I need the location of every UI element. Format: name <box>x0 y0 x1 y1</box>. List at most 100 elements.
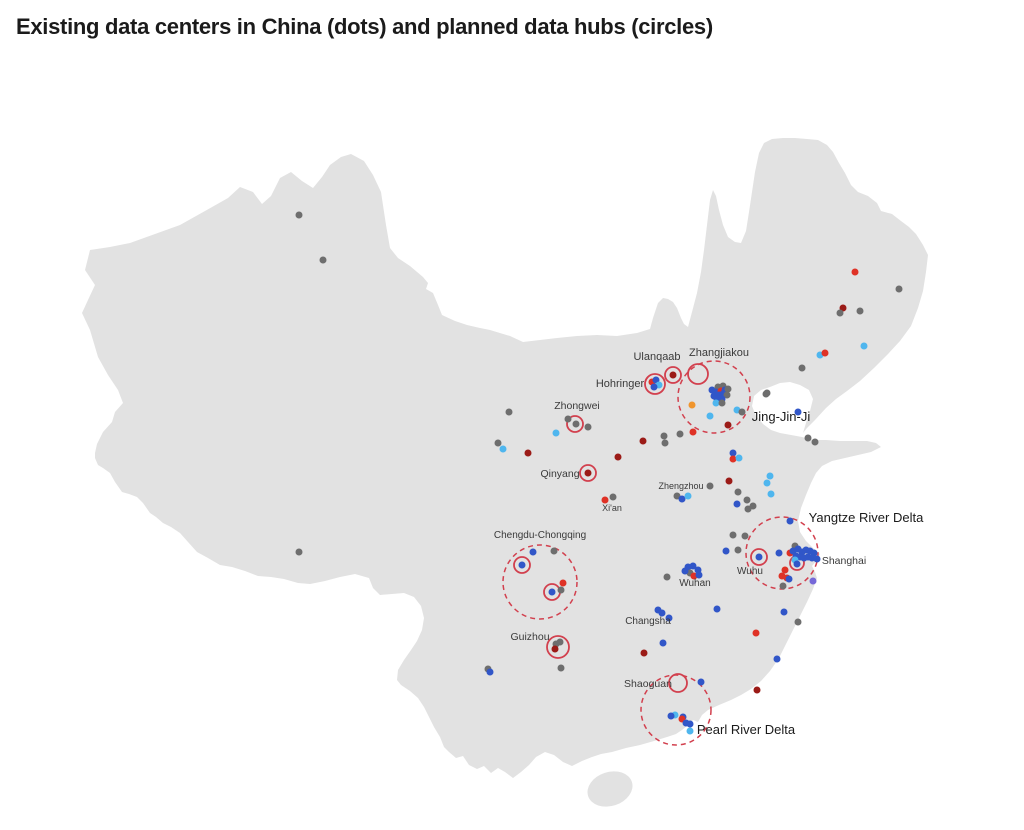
data-center-dot <box>763 479 771 487</box>
data-center-dot <box>295 211 303 219</box>
hainan-island-shape <box>587 771 633 807</box>
data-center-dot <box>735 454 743 462</box>
map-label: Qinyang <box>540 468 579 480</box>
data-center-dot <box>658 609 666 617</box>
data-center-dot <box>639 437 647 445</box>
data-center-dot <box>766 472 774 480</box>
data-center-dot <box>718 399 726 407</box>
china-mainland-shape <box>82 138 928 778</box>
map-label: Ulanqaab <box>633 351 680 363</box>
map-label: Pearl River Delta <box>697 722 796 737</box>
data-center-dot <box>601 496 609 504</box>
data-center-dot <box>678 495 686 503</box>
data-center-dot <box>753 686 761 694</box>
map-label: Jing-Jin-Ji <box>752 409 811 424</box>
data-center-dot <box>809 577 817 585</box>
data-center-dot <box>804 434 812 442</box>
data-centers-layer <box>295 211 903 735</box>
data-center-dot <box>811 438 819 446</box>
data-center-dot <box>785 575 793 583</box>
data-center-dot <box>725 477 733 485</box>
data-center-dot <box>499 445 507 453</box>
data-center-dot <box>518 561 526 569</box>
data-center-dot <box>584 423 592 431</box>
planned-hub-site-circle <box>664 366 682 384</box>
map-label: Zhengzhou <box>658 481 703 491</box>
data-center-dot <box>584 469 592 477</box>
data-center-dot <box>665 614 673 622</box>
data-center-dot <box>706 482 714 490</box>
data-center-dot <box>734 488 742 496</box>
data-center-dot <box>688 401 696 409</box>
data-center-dot <box>659 639 667 647</box>
data-center-dot <box>295 548 303 556</box>
data-center-dot <box>724 385 732 393</box>
data-center-dot <box>550 547 558 555</box>
planned-hub-site-circle <box>579 464 597 482</box>
map-label: Shaoguan <box>624 678 672 690</box>
data-center-dot <box>741 532 749 540</box>
map-label: Chengdu-Chongqing <box>494 530 586 541</box>
data-center-dot <box>689 428 697 436</box>
data-center-dot <box>780 608 788 616</box>
data-center-dot <box>689 562 697 570</box>
data-center-dot <box>767 490 775 498</box>
map-label: Guizhou <box>510 631 549 643</box>
data-center-dot <box>851 268 859 276</box>
data-center-dot <box>752 629 760 637</box>
data-center-dot <box>572 420 580 428</box>
planned-hub-site-circle <box>513 556 531 574</box>
map-label: Zhangjiakou <box>689 347 749 359</box>
data-center-dot <box>713 605 721 613</box>
planned-hub-site-circle <box>750 548 768 566</box>
data-center-dot <box>695 571 703 579</box>
data-center-dot <box>836 309 844 317</box>
data-center-dot <box>895 285 903 293</box>
data-center-dot <box>724 421 732 429</box>
data-center-dot <box>729 455 737 463</box>
map-label: Zhongwei <box>554 400 600 412</box>
data-center-dot <box>686 720 694 728</box>
data-center-dot <box>781 566 789 574</box>
data-center-dot <box>729 531 737 539</box>
map-label: Shanghai <box>822 555 866 567</box>
data-center-dot <box>650 383 658 391</box>
data-center-dot <box>697 678 705 686</box>
data-center-dot <box>786 517 794 525</box>
data-center-dot <box>556 638 564 646</box>
data-center-dot <box>793 560 801 568</box>
map-label: Wuhu <box>737 566 763 577</box>
data-center-dot <box>762 390 770 398</box>
data-center-dot <box>614 453 622 461</box>
data-center-dot <box>779 582 787 590</box>
planned-hub-site-circle <box>644 373 666 395</box>
data-center-dot <box>684 492 692 500</box>
data-center-dot <box>775 549 783 557</box>
map-label: Yangtze River Delta <box>809 510 924 525</box>
data-center-dot <box>681 567 689 575</box>
data-center-dot <box>494 439 502 447</box>
data-center-dot <box>640 649 648 657</box>
data-center-dot <box>557 586 565 594</box>
data-center-dot <box>524 449 532 457</box>
data-center-dot <box>821 349 829 357</box>
data-center-dot <box>486 668 494 676</box>
map-labels-layer: Ulanqaab Zhangjiakou Hohringer Zhongwei Jing… <box>494 347 924 737</box>
data-center-dot <box>663 573 671 581</box>
planned-hub-region-circle <box>502 544 578 620</box>
data-center-dot <box>813 555 821 563</box>
data-center-dot <box>755 553 763 561</box>
data-center-dot <box>609 493 617 501</box>
data-center-dot <box>860 342 868 350</box>
data-center-dot <box>319 256 327 264</box>
data-center-dot <box>773 655 781 663</box>
figure-title: Existing data centers in China (dots) an… <box>16 14 713 39</box>
planned-hub-region-circle <box>677 360 751 434</box>
map-label: Hohringer <box>596 378 645 390</box>
data-center-dot <box>669 371 677 379</box>
data-center-dot <box>686 727 694 735</box>
data-center-dot <box>794 618 802 626</box>
data-center-dot <box>729 449 737 457</box>
data-center-dot <box>712 399 720 407</box>
